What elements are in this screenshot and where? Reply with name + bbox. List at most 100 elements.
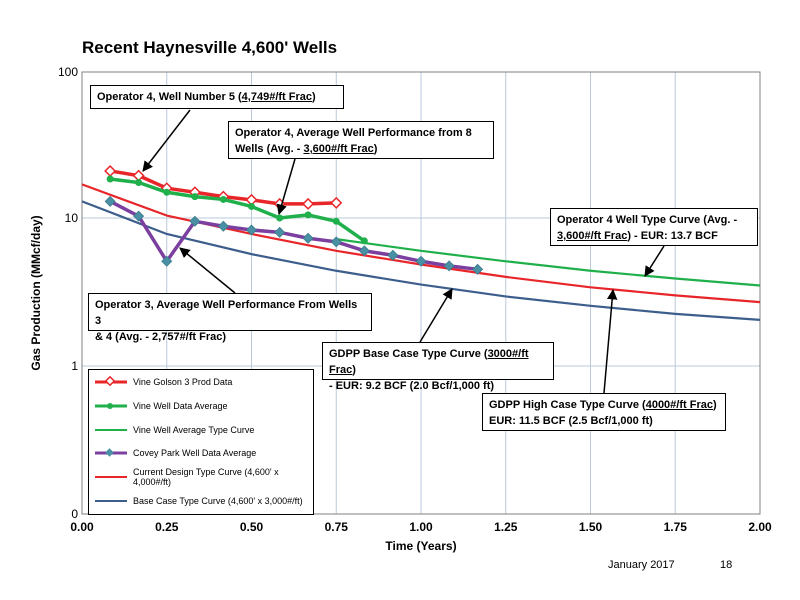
y-tick-label: 1 [71, 359, 78, 373]
callout-text-underlined: 4000#/ft Frac [645, 399, 713, 411]
data-point [276, 214, 284, 222]
legend-swatch-vine-type [95, 429, 127, 431]
data-point [248, 202, 255, 210]
x-tick-label: 0.50 [240, 520, 264, 534]
page-title: Recent Haynesville 4,600' Wells [82, 38, 338, 57]
data-point [163, 188, 171, 196]
callout-text-underlined: 3000#/ft Frac [329, 348, 529, 376]
series-3 [104, 195, 484, 275]
legend-entry: Vine Golson 3 Prod Data [93, 375, 232, 389]
legend-swatch-current-design [95, 476, 127, 478]
data-point [191, 193, 199, 201]
data-point [104, 164, 117, 177]
data-point [302, 197, 315, 210]
series-line [109, 199, 478, 272]
callout-text: EUR: 11.5 BCF (2.5 Bcf/1,000 ft) [489, 415, 653, 427]
data-point [161, 255, 173, 267]
data-point [443, 260, 455, 272]
y-tick-label: 0 [71, 507, 78, 521]
y-tick-label: 100 [58, 65, 78, 79]
legend: Vine Golson 3 Prod Data Vine Well Data A… [88, 369, 314, 515]
data-point [189, 215, 201, 227]
callout-op3-avg: Operator 3, Average Well Performance Fro… [88, 293, 372, 343]
callout-text: Operator 4, Well Number 5 ( [97, 91, 242, 103]
data-point [245, 193, 258, 206]
legend-label: Vine Golson 3 Prod Data [133, 377, 233, 387]
y-tick-label: 10 [65, 211, 79, 225]
callout-text: Operator 4 Well Type Curve (Avg. - [557, 214, 738, 226]
series-1 [106, 175, 368, 245]
data-point [135, 179, 143, 187]
legend-entry: Base Case Type Curve (4,600' x 3,000#/ft… [93, 494, 303, 508]
footer-date: January 2017 [608, 559, 675, 571]
footer-page-number: 18 [720, 559, 733, 571]
legend-label: Vine Well Average Type Curve [133, 425, 255, 435]
callout-text: ) [373, 143, 378, 155]
callout-text: Operator 4, Average Well Performance fro… [235, 127, 472, 139]
data-point [360, 237, 368, 245]
x-tick-label: 1.75 [664, 520, 688, 534]
callout-op4-avg: Operator 4, Average Well Performance fro… [228, 121, 494, 159]
legend-label: Covey Park Well Data Average [133, 448, 257, 458]
callout-op4-type: Operator 4 Well Type Curve (Avg. - 3,600… [550, 208, 758, 246]
legend-label: Vine Well Data Average [133, 401, 228, 411]
legend-swatch-base-case [95, 500, 127, 502]
callout-text: GDPP High Case Type Curve ( [489, 399, 646, 411]
x-tick-label: 2.00 [748, 520, 772, 534]
data-point [302, 232, 314, 244]
data-point [217, 220, 229, 232]
data-point [472, 263, 484, 275]
callout-arrow [276, 158, 296, 216]
data-point [104, 195, 116, 207]
data-point [274, 226, 286, 238]
data-point [132, 169, 145, 182]
callout-text: Wells (Avg. - [235, 143, 304, 155]
series-line [81, 200, 761, 321]
data-point [415, 255, 427, 267]
data-point [304, 211, 312, 219]
series-line [109, 177, 366, 243]
legend-label: Base Case Type Curve (4,600' x 3,000#/ft… [133, 496, 303, 506]
callout-arrow [603, 288, 618, 394]
callout-text: ) - EUR: 13.7 BCF [627, 230, 718, 242]
callout-text: ) [712, 399, 717, 411]
callout-text-underlined: 3,600#/ft Frac [557, 230, 628, 242]
callout-text: ) [312, 91, 316, 103]
x-tick-label: 0.00 [70, 520, 94, 534]
callout-text: Operator 3, Average Well Performance Fro… [95, 299, 358, 327]
series-line [336, 238, 761, 287]
plot-area-border [81, 71, 761, 515]
data-point [330, 196, 343, 209]
legend-swatch-vine-golson [95, 375, 127, 387]
legend-swatch-vine-avg [95, 403, 127, 409]
legend-swatch-covey-park [95, 448, 127, 457]
data-point [133, 210, 145, 222]
callout-arrow [179, 247, 236, 294]
series-lines [81, 164, 761, 321]
series-2 [336, 238, 761, 287]
callout-gdpp-base: GDPP Base Case Type Curve (3000#/ft Frac… [322, 342, 554, 392]
x-tick-label: 0.25 [155, 520, 179, 534]
callout-arrow [419, 288, 453, 343]
data-point [330, 236, 342, 248]
x-tick-label: 1.00 [409, 520, 433, 534]
data-point [332, 217, 340, 225]
callout-arrow [644, 245, 665, 277]
callout-text: ) [352, 364, 356, 376]
callout-text: GDPP Base Case Type Curve ( [329, 348, 488, 360]
callout-text: & 4 (Avg. - 2,757#/ft Frac) [95, 331, 227, 343]
legend-entry: Vine Well Data Average [93, 399, 228, 413]
callout-text: - EUR: 9.2 BCF (2.0 Bcf/1,000 ft) [329, 380, 495, 392]
callout-arrows [142, 109, 665, 394]
callout-arrow [142, 109, 191, 172]
callout-text-underlined: 3,600#/ft Frac [303, 143, 374, 155]
x-tick-label: 0.75 [325, 520, 349, 534]
series-5 [81, 200, 761, 321]
x-tick-label: 1.25 [494, 520, 518, 534]
callout-text-underlined: 4,749#/ft Frac [241, 91, 312, 103]
data-point [245, 224, 258, 236]
legend-entry: Vine Well Average Type Curve [93, 423, 254, 437]
legend-entry: Covey Park Well Data Average [93, 446, 256, 460]
